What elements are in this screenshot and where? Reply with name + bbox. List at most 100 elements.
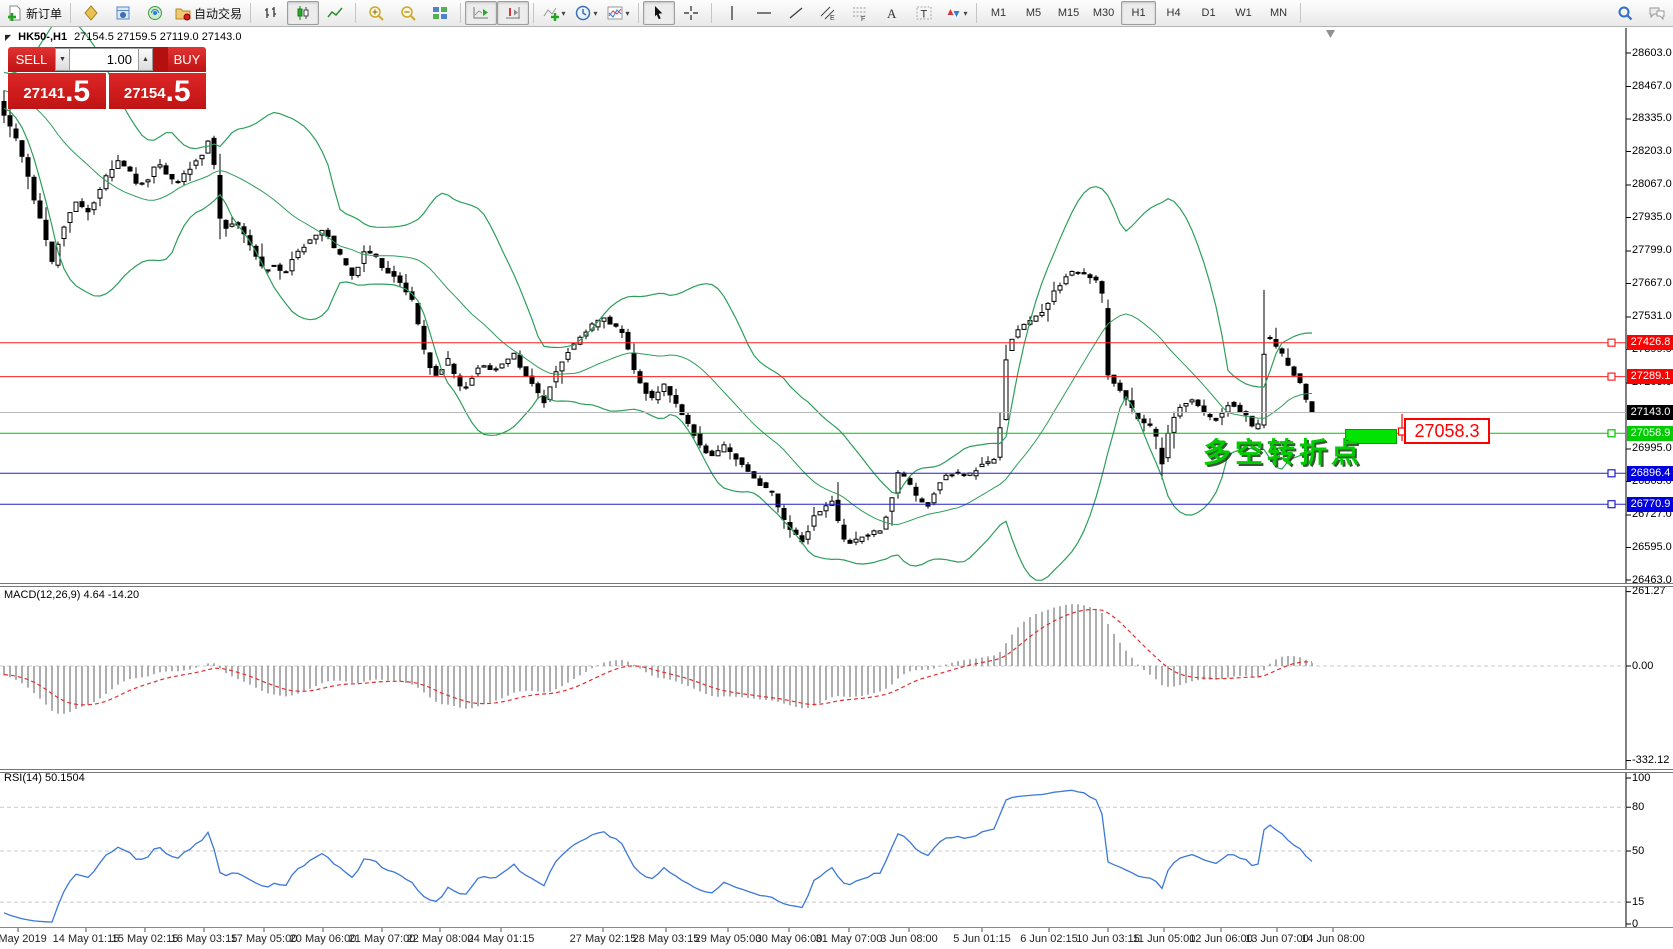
price-tag-27426.8: 27426.8 — [1627, 335, 1673, 351]
equidistant-channel-button[interactable]: E — [812, 1, 844, 25]
timeframe-m5[interactable]: M5 — [1016, 1, 1051, 25]
sell-price[interactable]: 27141.5 — [8, 73, 106, 109]
time-axis-label: 3 Jun 08:00 — [880, 933, 938, 945]
crosshair-button[interactable] — [675, 1, 707, 25]
time-axis-label: 15 May 02:15 — [111, 933, 179, 945]
trendline-button[interactable] — [780, 1, 812, 25]
chevron-down-icon[interactable]: ▾ — [963, 8, 968, 18]
navigator-button[interactable] — [139, 1, 171, 25]
trendline-icon — [788, 5, 804, 21]
rsi-tick-label: 0 — [1632, 917, 1639, 930]
time-axis-label: 20 May 06:00 — [289, 933, 357, 945]
tile-windows-icon — [432, 5, 448, 21]
vertical-line-button[interactable] — [716, 1, 748, 25]
auto-scroll-button[interactable] — [465, 1, 498, 25]
hline-marker — [1607, 500, 1616, 509]
timeframe-m30-label: M30 — [1092, 7, 1115, 19]
price-tag-27289.1: 27289.1 — [1627, 369, 1673, 385]
timeframe-mn-label: MN — [1269, 7, 1288, 19]
indicators-button[interactable]: ▾ — [538, 1, 570, 25]
shapes-icon — [945, 5, 961, 21]
svg-text:A: A — [887, 6, 897, 21]
chart-shift-button[interactable] — [497, 1, 530, 25]
buy-price-big-digits: .5 — [165, 75, 191, 108]
timeframe-h1[interactable]: H1 — [1121, 1, 1157, 25]
buy-price[interactable]: 27154.5 — [108, 73, 206, 109]
line-chart-button[interactable] — [319, 1, 351, 25]
tile-windows-button[interactable] — [424, 1, 456, 25]
volume-decrease-button[interactable] — [55, 48, 70, 71]
horizontal-line-button[interactable] — [748, 1, 780, 25]
chevron-down-icon[interactable]: ▾ — [625, 8, 630, 18]
highlight-rectangle[interactable] — [1345, 429, 1397, 444]
profiles-button[interactable] — [75, 1, 107, 25]
candle-chart-icon — [295, 5, 311, 21]
market-watch-button[interactable] — [107, 1, 139, 25]
time-axis-label: 27 May 02:15 — [569, 933, 637, 945]
fibonacci-button[interactable]: F — [844, 1, 876, 25]
chat-button[interactable] — [1641, 1, 1673, 25]
timeframe-m1[interactable]: M1 — [981, 1, 1016, 25]
macd-panel-separator[interactable] — [0, 583, 1673, 587]
svg-text:T: T — [921, 9, 928, 21]
text-label-button[interactable]: T — [908, 1, 940, 25]
cursor-button[interactable] — [643, 1, 676, 25]
timeframe-w1[interactable]: W1 — [1226, 1, 1261, 25]
search-button[interactable] — [1609, 1, 1641, 25]
time-axis-label: 31 May 07:00 — [815, 933, 883, 945]
bollinger-middle-band — [3, 89, 1313, 526]
toolbar-separator — [70, 3, 72, 23]
price-tick-label: 28603.0 — [1632, 46, 1672, 59]
timeframe-m15[interactable]: M15 — [1051, 1, 1086, 25]
timeframe-mn[interactable]: MN — [1261, 1, 1296, 25]
sell-button[interactable]: SELL — [8, 47, 55, 72]
zoom-in-button[interactable] — [360, 1, 392, 25]
price-label-box[interactable]: 27058.3 — [1404, 418, 1490, 444]
symbol-period-label: HK50-,H1 — [18, 31, 68, 43]
hline-icon — [756, 5, 772, 21]
autotrade-button[interactable]: 自动交易 — [171, 1, 246, 25]
new-order-icon — [7, 5, 23, 21]
price-tick-label: 28203.0 — [1632, 145, 1672, 157]
periods-button[interactable]: ▾ — [570, 1, 602, 25]
new-order-button[interactable]: 新订单 — [3, 1, 66, 25]
text-button[interactable]: A — [876, 1, 908, 25]
price-tick-label: 27531.0 — [1632, 310, 1672, 323]
arrows-button[interactable]: ▾ — [940, 1, 972, 25]
chevron-down-icon[interactable]: ▾ — [593, 8, 598, 18]
chevron-down-icon[interactable]: ▾ — [561, 8, 566, 18]
bar-chart-button[interactable] — [255, 1, 287, 25]
hline-marker — [1607, 338, 1616, 347]
price-tag-26896.4: 26896.4 — [1627, 465, 1673, 481]
time-axis-label: 10 Jun 03:15 — [1076, 933, 1140, 945]
candlestick-chart-button[interactable] — [287, 1, 320, 25]
collapse-arrow-icon[interactable] — [5, 31, 11, 43]
toolbar-separator — [250, 3, 252, 23]
volume-increase-button[interactable] — [138, 48, 153, 71]
timeframe-m30[interactable]: M30 — [1086, 1, 1121, 25]
buy-button[interactable]: BUY — [168, 47, 206, 72]
sell-price-main: 27141 — [23, 85, 66, 102]
time-axis-label: 13 Jun 07:00 — [1245, 933, 1309, 945]
autotrade-button-label: 自动交易 — [194, 6, 243, 21]
one-click-trading-panel: SELL BUY 27141.5 27154.5 — [8, 47, 206, 109]
rsi-tick-label: 15 — [1632, 895, 1645, 908]
time-axis-label: 6 Jun 02:15 — [1020, 933, 1078, 945]
time-axis-label: 14 Jun 08:00 — [1301, 933, 1365, 945]
chart-annotation-text[interactable]: 多空转折点 — [1203, 437, 1364, 468]
macd-tick-label: -332.12 — [1632, 754, 1670, 767]
time-axis-separator — [0, 927, 1673, 928]
rsi-panel-separator[interactable] — [0, 769, 1673, 773]
timeframe-d1[interactable]: D1 — [1191, 1, 1226, 25]
svg-text:E: E — [830, 15, 835, 21]
chat-icon — [1649, 5, 1665, 21]
toolbar-separator — [638, 3, 640, 23]
auto-scroll-icon — [473, 5, 489, 21]
profile-icon — [83, 5, 99, 21]
timeframe-h4[interactable]: H4 — [1156, 1, 1191, 25]
rsi-tick-label: 100 — [1632, 771, 1651, 784]
zoom-out-button[interactable] — [392, 1, 424, 25]
volume-input[interactable] — [70, 48, 138, 71]
templates-button[interactable]: ▾ — [602, 1, 634, 25]
